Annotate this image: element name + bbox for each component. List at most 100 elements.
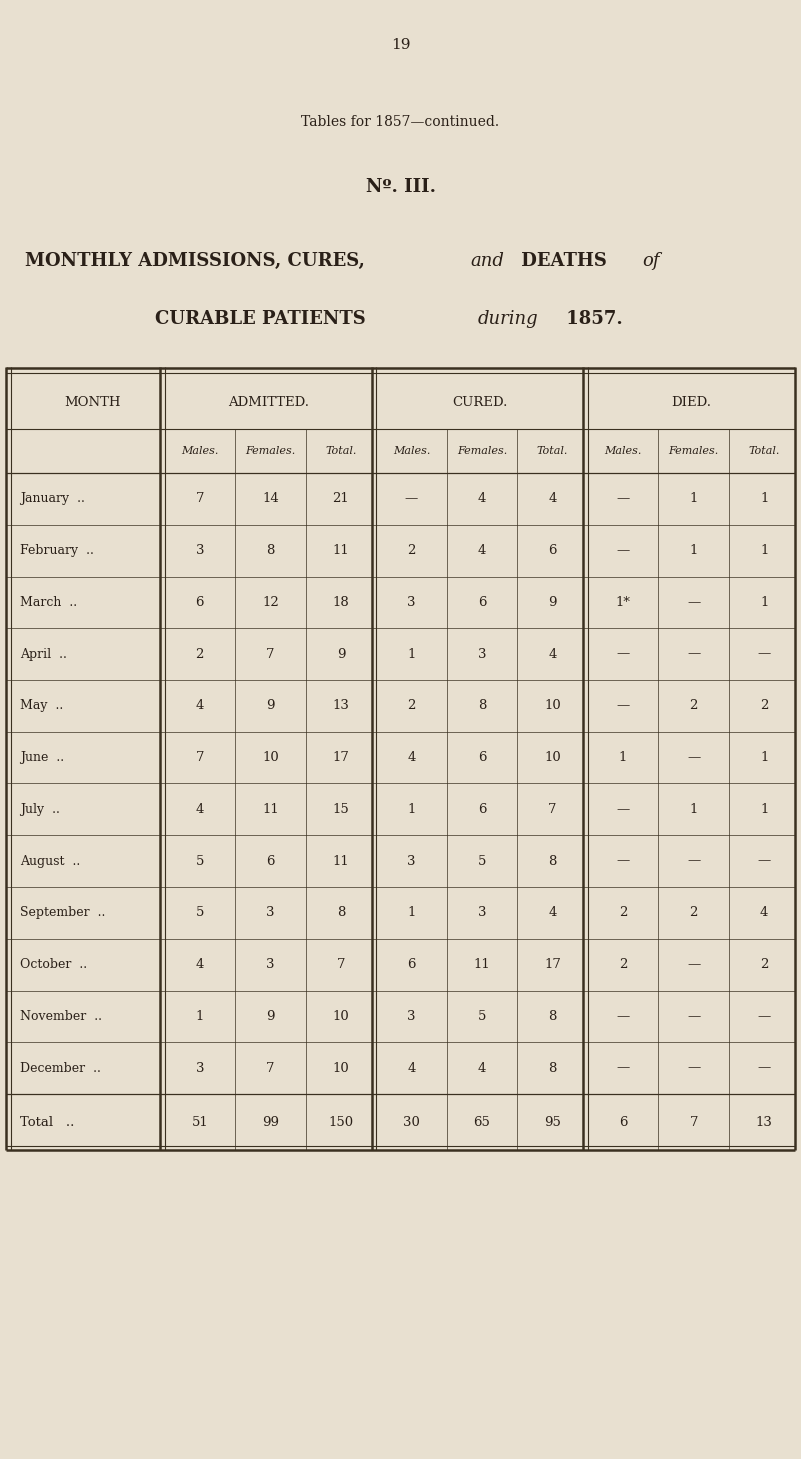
Text: March  ..: March ..	[20, 595, 77, 608]
Text: Males.: Males.	[181, 446, 219, 457]
Text: 150: 150	[328, 1116, 353, 1128]
Text: 1: 1	[690, 802, 698, 816]
Text: 7: 7	[336, 959, 345, 972]
Text: December  ..: December ..	[20, 1062, 101, 1075]
Text: 7: 7	[690, 1116, 698, 1128]
Text: 5: 5	[195, 906, 204, 919]
Text: 4: 4	[478, 492, 486, 505]
Text: Total.: Total.	[749, 446, 780, 457]
Text: 7: 7	[195, 492, 204, 505]
Text: 1: 1	[195, 1010, 204, 1023]
Text: 4: 4	[195, 959, 204, 972]
Text: 4: 4	[760, 906, 768, 919]
Text: 9: 9	[266, 1010, 275, 1023]
Text: 1: 1	[690, 492, 698, 505]
Text: 6: 6	[619, 1116, 627, 1128]
Text: —: —	[687, 959, 700, 972]
Text: May  ..: May ..	[20, 699, 63, 712]
Text: 1: 1	[407, 906, 416, 919]
Text: 15: 15	[332, 802, 349, 816]
Text: 8: 8	[549, 1062, 557, 1075]
Text: August  ..: August ..	[20, 855, 80, 868]
Text: MONTHLY ADMISSIONS, CURES,: MONTHLY ADMISSIONS, CURES,	[25, 252, 371, 270]
Text: 10: 10	[332, 1010, 349, 1023]
Text: 2: 2	[407, 544, 416, 557]
Text: of: of	[642, 252, 659, 270]
Text: —: —	[617, 699, 630, 712]
Text: 2: 2	[619, 959, 627, 972]
Text: DIED.: DIED.	[671, 395, 711, 409]
Text: 6: 6	[477, 751, 486, 765]
Text: 9: 9	[266, 699, 275, 712]
Text: and: and	[470, 252, 504, 270]
Text: —: —	[617, 544, 630, 557]
Text: 1857.: 1857.	[560, 309, 622, 328]
Text: 1: 1	[760, 492, 768, 505]
Text: 3: 3	[477, 906, 486, 919]
Text: —: —	[758, 1062, 771, 1075]
Text: 9: 9	[336, 648, 345, 661]
Text: 11: 11	[262, 802, 279, 816]
Text: 4: 4	[549, 492, 557, 505]
Text: —: —	[405, 492, 418, 505]
Text: 5: 5	[478, 1010, 486, 1023]
Text: 4: 4	[478, 544, 486, 557]
Text: July  ..: July ..	[20, 802, 60, 816]
Text: —: —	[617, 1010, 630, 1023]
Text: 14: 14	[262, 492, 279, 505]
Text: —: —	[758, 855, 771, 868]
Text: DEATHS: DEATHS	[515, 252, 613, 270]
Text: 30: 30	[403, 1116, 420, 1128]
Text: 4: 4	[195, 699, 204, 712]
Text: 5: 5	[478, 855, 486, 868]
Text: 4: 4	[407, 751, 416, 765]
Text: —: —	[687, 648, 700, 661]
Text: Total.: Total.	[537, 446, 568, 457]
Text: —: —	[687, 1010, 700, 1023]
Text: 10: 10	[332, 1062, 349, 1075]
Text: 8: 8	[549, 855, 557, 868]
Text: 2: 2	[690, 699, 698, 712]
Text: April  ..: April ..	[20, 648, 66, 661]
Text: January  ..: January ..	[20, 492, 85, 505]
Text: 11: 11	[332, 544, 349, 557]
Text: 18: 18	[332, 595, 349, 608]
Text: MONTH: MONTH	[65, 395, 121, 409]
Text: 99: 99	[262, 1116, 279, 1128]
Text: 10: 10	[262, 751, 279, 765]
Text: —: —	[687, 1062, 700, 1075]
Text: 1: 1	[760, 751, 768, 765]
Text: 19: 19	[391, 38, 410, 53]
Text: 7: 7	[195, 751, 204, 765]
Text: —: —	[617, 802, 630, 816]
Text: 8: 8	[549, 1010, 557, 1023]
Text: CURABLE PATIENTS: CURABLE PATIENTS	[155, 309, 372, 328]
Text: 2: 2	[619, 906, 627, 919]
Text: 7: 7	[266, 1062, 275, 1075]
Text: —: —	[758, 648, 771, 661]
Text: 1: 1	[760, 595, 768, 608]
Text: 11: 11	[473, 959, 490, 972]
Text: 1: 1	[407, 648, 416, 661]
Text: 3: 3	[407, 1010, 416, 1023]
Text: 6: 6	[407, 959, 416, 972]
Text: Tables for 1857—continued.: Tables for 1857—continued.	[301, 115, 500, 128]
Text: 12: 12	[262, 595, 279, 608]
Text: Females.: Females.	[669, 446, 718, 457]
Text: 3: 3	[407, 855, 416, 868]
Text: 3: 3	[266, 906, 275, 919]
Text: 17: 17	[332, 751, 349, 765]
Text: 51: 51	[191, 1116, 208, 1128]
Text: September  ..: September ..	[20, 906, 106, 919]
Text: Males.: Males.	[605, 446, 642, 457]
Text: 2: 2	[690, 906, 698, 919]
Text: Total.: Total.	[325, 446, 356, 457]
Text: 1: 1	[407, 802, 416, 816]
Text: 8: 8	[478, 699, 486, 712]
Text: 1: 1	[619, 751, 627, 765]
Text: Males.: Males.	[392, 446, 430, 457]
Text: ADMITTED.: ADMITTED.	[227, 395, 308, 409]
Text: 8: 8	[266, 544, 275, 557]
Text: 1: 1	[690, 544, 698, 557]
Text: October  ..: October ..	[20, 959, 87, 972]
